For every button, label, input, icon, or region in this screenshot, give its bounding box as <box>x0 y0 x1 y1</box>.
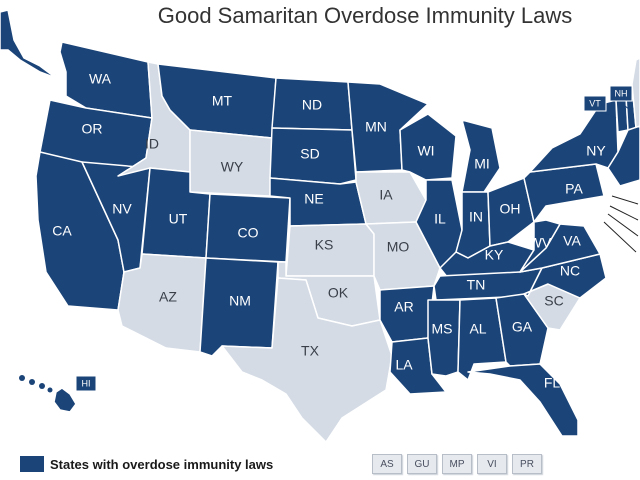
territory-button-mp[interactable]: MP <box>442 454 472 474</box>
hawaii-island-2 <box>29 379 35 385</box>
state-PA[interactable] <box>523 163 605 223</box>
callout-NH[interactable]: NH <box>609 85 633 111</box>
callout-VT-label: VT <box>589 98 601 108</box>
callout-HI[interactable]: HI <box>75 375 97 392</box>
hawaii-island-3 <box>39 383 45 389</box>
territory-button-vi[interactable]: VI <box>477 454 507 474</box>
state-HI[interactable] <box>53 387 77 413</box>
callout-HI-label: HI <box>82 378 91 388</box>
state-NM[interactable] <box>199 257 279 357</box>
callout-VT[interactable]: VT <box>583 95 617 119</box>
us-map: WA OR CA NV ID MT WY UT CO AZ NM ND SD N… <box>0 9 640 443</box>
map-title: Good Samaritan Overdose Immunity Laws <box>157 3 573 28</box>
state-CO[interactable] <box>205 193 291 263</box>
state-MS[interactable] <box>427 299 461 377</box>
legend: States with overdose immunity laws <box>20 456 273 472</box>
state-ND[interactable] <box>271 77 353 131</box>
state-AK[interactable] <box>0 9 57 79</box>
state-MI[interactable] <box>461 119 501 193</box>
territory-button-pr[interactable]: PR <box>512 454 542 474</box>
state-SD[interactable] <box>269 127 357 185</box>
territory-button-as[interactable]: AS <box>372 454 402 474</box>
hawaii-island-4 <box>47 387 53 393</box>
state-TX[interactable] <box>221 277 393 443</box>
callout-NH-label: NH <box>615 88 628 98</box>
state-IA[interactable] <box>355 171 427 225</box>
east-coast-leader-lines <box>603 195 639 253</box>
state-ME[interactable] <box>631 57 640 129</box>
legend-swatch <box>20 456 44 472</box>
state-KS[interactable] <box>285 223 375 277</box>
state-FL[interactable] <box>467 363 579 437</box>
state-NE-cluster[interactable] <box>607 125 640 187</box>
state-WI[interactable] <box>399 113 457 181</box>
state-OH[interactable] <box>487 177 535 247</box>
state-WV[interactable] <box>519 219 561 273</box>
legend-label: States with overdose immunity laws <box>50 456 274 472</box>
state-AR[interactable] <box>379 285 435 343</box>
territory-button-gu[interactable]: GU <box>407 454 437 474</box>
hawaii-island-1 <box>19 375 25 381</box>
territory-buttons: AS GU MP VI PR <box>372 454 547 474</box>
state-WY[interactable] <box>189 129 273 197</box>
